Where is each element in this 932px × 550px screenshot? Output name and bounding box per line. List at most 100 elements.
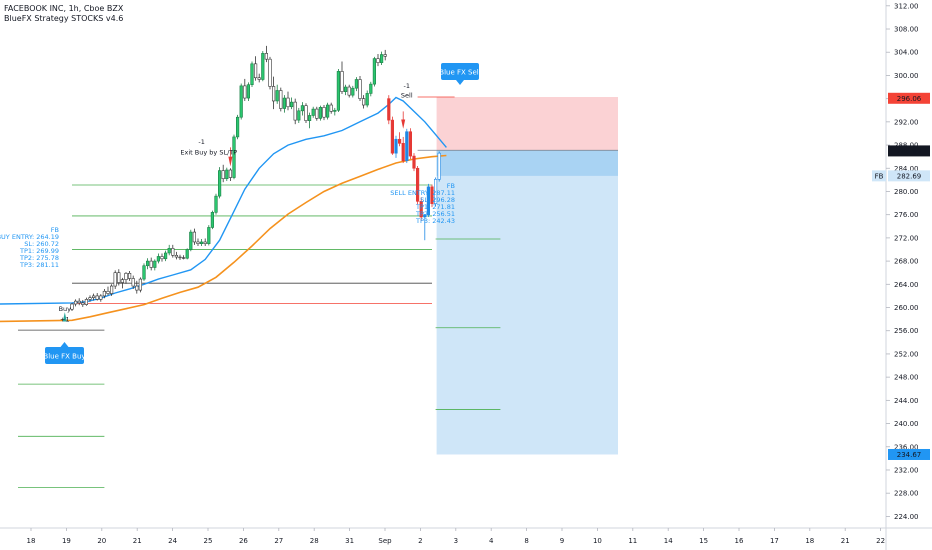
- candle-body: [289, 101, 294, 108]
- price-tick-label: 308.00: [894, 26, 919, 34]
- ema-fast-line: [0, 96, 447, 305]
- price-tag-box: [888, 92, 930, 104]
- candle-body: [236, 116, 240, 138]
- candle: [282, 95, 287, 113]
- candle-body: [232, 136, 236, 178]
- candle-body: [106, 290, 110, 294]
- candle: [74, 299, 78, 307]
- time-tick-label: 25: [204, 537, 213, 545]
- candle-body: [153, 260, 157, 268]
- candle: [232, 134, 236, 180]
- candle: [153, 259, 157, 271]
- time-tick-label: 20: [97, 537, 106, 545]
- candle-body: [329, 104, 333, 112]
- time-tick-label: Sep: [378, 537, 392, 545]
- price-tick-label: 264.00: [894, 281, 919, 289]
- candle-body: [257, 77, 261, 80]
- candle: [236, 114, 240, 140]
- candle-body: [167, 248, 171, 254]
- buy-setup-line: TP1: 269.99: [19, 247, 59, 255]
- candle-body: [433, 178, 438, 204]
- price-tag-label: 282.69: [897, 172, 922, 180]
- price-tick-label: 284.00: [894, 165, 919, 173]
- candle: [228, 168, 233, 182]
- candle: [189, 229, 193, 252]
- candle-body: [192, 231, 197, 243]
- candle: [297, 107, 301, 124]
- candle-body: [84, 299, 88, 305]
- candle: [182, 255, 186, 260]
- candle: [243, 78, 247, 101]
- time-tick-label: 2: [418, 537, 422, 545]
- candle: [81, 299, 85, 307]
- candle-body: [394, 138, 398, 154]
- candle: [351, 85, 355, 98]
- candle-body: [124, 272, 128, 280]
- time-tick-label: 18: [27, 537, 36, 545]
- candle: [394, 135, 398, 158]
- buy-callout: Blue FX Buy: [43, 342, 86, 364]
- candle-body: [390, 119, 395, 154]
- candle: [171, 244, 175, 258]
- candle: [347, 84, 351, 98]
- candle-body: [379, 54, 384, 63]
- candle: [387, 95, 391, 125]
- candle-body: [340, 71, 344, 92]
- price-tick-label: 272.00: [894, 234, 919, 242]
- candle-body: [185, 249, 189, 259]
- price-tag: 282.69 FB: [872, 170, 930, 182]
- candle: [275, 84, 279, 104]
- candle: [372, 56, 377, 87]
- candle: [164, 250, 168, 262]
- time-tick-label: 26: [239, 537, 248, 545]
- candle: [437, 151, 441, 182]
- time-tick-label: 15: [699, 537, 708, 545]
- candle-body: [275, 90, 279, 102]
- price-tag-prefix-box: [872, 170, 886, 182]
- candle-body: [120, 279, 124, 283]
- price-tick-label: 268.00: [894, 258, 919, 266]
- candle-body: [343, 86, 348, 92]
- time-tick-label: 4: [489, 537, 494, 545]
- candle: [358, 76, 362, 101]
- time-tick-label: 10: [593, 537, 602, 545]
- price-tag-label: 286.99: [897, 147, 922, 155]
- candle: [300, 102, 305, 116]
- time-tick-label: 19: [62, 537, 71, 545]
- candle: [426, 183, 431, 218]
- price-tick-label: 276.00: [894, 211, 919, 219]
- candle-body: [203, 241, 207, 244]
- candle-body: [110, 285, 114, 294]
- symbol-title: FACEBOOK INC, 1h, Cboe BZX: [4, 4, 124, 13]
- candle: [340, 61, 344, 94]
- candle: [203, 238, 207, 247]
- candle-body: [250, 63, 254, 86]
- ema-slow-line: [0, 154, 447, 323]
- candle-body: [70, 303, 74, 310]
- candle: [325, 102, 330, 120]
- time-tick-label: 21: [841, 537, 850, 545]
- candle: [293, 98, 297, 125]
- candle: [405, 128, 409, 164]
- candle: [142, 263, 146, 281]
- time-tick-label: 16: [735, 537, 744, 545]
- sell-mark: -1: [404, 82, 410, 90]
- candle: [95, 293, 99, 301]
- price-tick-label: 260.00: [894, 304, 919, 312]
- candle-body: [174, 254, 179, 258]
- exit-arrow: [228, 156, 233, 167]
- time-tick-label: 9: [560, 537, 564, 545]
- candle-body: [358, 79, 362, 99]
- sell-label: Sell: [401, 91, 413, 99]
- candle: [174, 251, 179, 260]
- candle: [250, 61, 254, 88]
- candle: [254, 56, 258, 81]
- candle: [110, 284, 114, 296]
- candle-body: [218, 170, 222, 197]
- buy-mark: +1: [60, 315, 70, 323]
- candle-body: [318, 107, 323, 119]
- candle-body: [164, 252, 168, 260]
- candle: [84, 297, 88, 306]
- candle-body: [423, 214, 427, 218]
